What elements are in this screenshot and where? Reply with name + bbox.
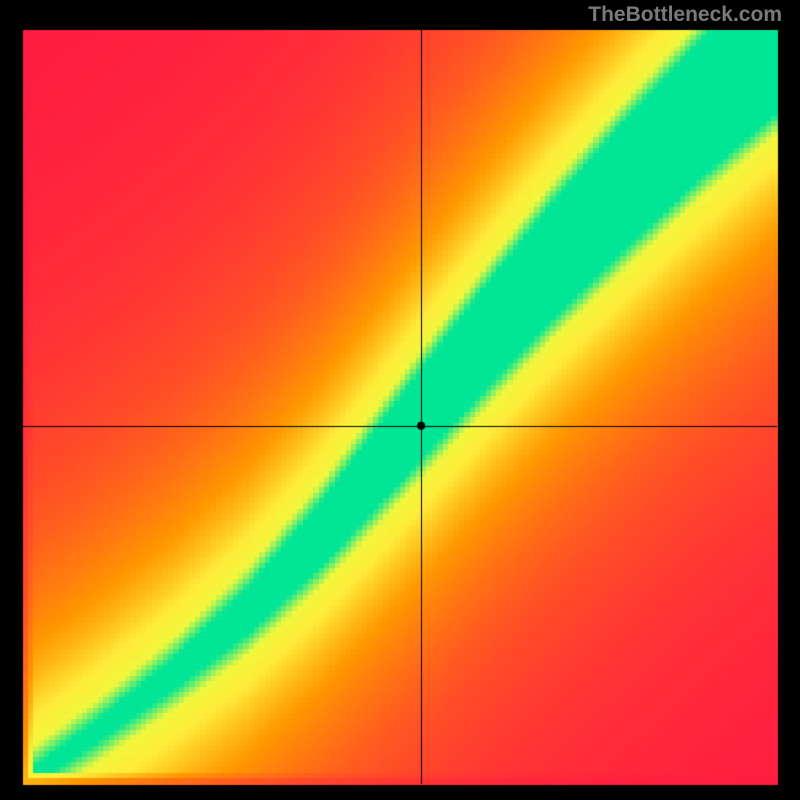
watermark-text: TheBottleneck.com: [588, 3, 782, 27]
chart-container: TheBottleneck.com: [0, 0, 800, 800]
bottleneck-heatmap: [0, 0, 800, 800]
